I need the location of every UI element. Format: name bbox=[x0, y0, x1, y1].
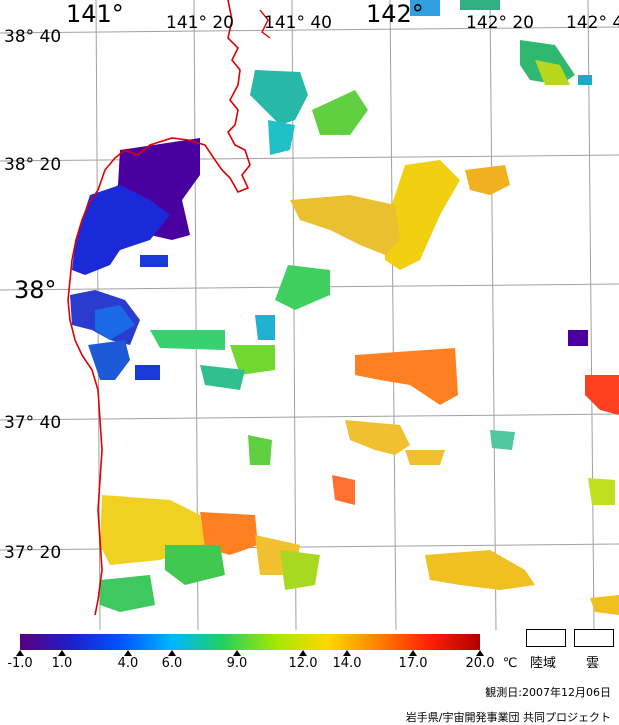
lat-line bbox=[0, 413, 619, 421]
lon-label: 142° 20 bbox=[466, 13, 534, 33]
colorbar-unit: ℃ bbox=[502, 656, 518, 671]
sst-patch-cold bbox=[88, 340, 130, 380]
sst-patches bbox=[70, 0, 619, 615]
credit-line: 岩手県/宇宙開発事業団 共同プロジェクト bbox=[405, 711, 611, 724]
sst-patch-cold bbox=[72, 185, 170, 275]
sst-patch-warm bbox=[290, 195, 400, 255]
sst-patch-mid bbox=[490, 430, 515, 450]
lat-line bbox=[0, 26, 619, 34]
sst-patch-warm bbox=[200, 512, 258, 555]
lat-label: 38° bbox=[14, 276, 57, 304]
land-legend-label: 陸域 bbox=[530, 656, 557, 671]
cloud-legend-swatch bbox=[574, 629, 614, 647]
sst-patch-warm bbox=[405, 450, 445, 465]
sst-patch-mid bbox=[165, 545, 225, 585]
sea-temperature-map: 141° 20 141° 141° 20 141° 40 142° 142° 2… bbox=[0, 0, 619, 630]
colorbar bbox=[16, 634, 484, 656]
sst-patch-cold bbox=[568, 330, 588, 346]
sst-patch-mid bbox=[268, 120, 295, 155]
lon-line bbox=[587, 0, 595, 630]
coastline bbox=[259, 9, 271, 39]
sst-patch-mid bbox=[588, 478, 615, 505]
observation-date: 観測日:2007年12月06日 bbox=[485, 686, 611, 699]
lon-label: 142° 40 bbox=[566, 13, 619, 33]
sst-patch-warm bbox=[465, 165, 510, 195]
sst-patch-cold bbox=[135, 365, 160, 380]
colorbar-tick-label: 12.0 bbox=[288, 656, 318, 671]
sst-patch-mid bbox=[150, 330, 225, 350]
lat-line bbox=[0, 543, 619, 551]
sst-patch-mid bbox=[275, 265, 330, 310]
sst-patch-cold bbox=[140, 255, 168, 267]
lon-line bbox=[489, 0, 497, 630]
sst-patch-mid bbox=[250, 70, 308, 125]
lon-label: 141° 20 bbox=[166, 13, 234, 33]
colorbar-tick-label: 1.0 bbox=[51, 656, 73, 671]
sst-patch-warm bbox=[345, 420, 410, 455]
colorbar-tick-label: 14.0 bbox=[332, 656, 362, 671]
colorbar-ticks bbox=[16, 650, 484, 656]
colorbar-tick-label: 6.0 bbox=[161, 656, 183, 671]
lon-label: 141° 40 bbox=[264, 13, 332, 33]
colorbar-tick-label: 4.0 bbox=[117, 656, 139, 671]
lon-label: 141° bbox=[66, 0, 124, 28]
sst-patch-mid bbox=[200, 365, 245, 390]
lon-line bbox=[389, 0, 397, 630]
sst-patch-warm bbox=[355, 348, 458, 405]
sst-patch-mid bbox=[578, 75, 592, 85]
sst-patch-mid bbox=[248, 435, 272, 465]
sst-patch-warm bbox=[590, 595, 619, 615]
sst-patch-mid bbox=[255, 315, 275, 340]
land-legend-swatch bbox=[526, 629, 566, 647]
sst-patch-warm bbox=[425, 550, 535, 590]
colorbar-tick-label: -1.0 bbox=[7, 656, 33, 671]
lat-label: 38° 40 bbox=[4, 27, 61, 47]
sst-patch-mid bbox=[535, 60, 570, 85]
lat-line bbox=[0, 154, 619, 162]
colorbar-tick-label: 20.0 bbox=[465, 656, 495, 671]
sst-patch-mid bbox=[100, 575, 155, 612]
lat-label: 37° 20 bbox=[4, 543, 61, 563]
sst-patch-cold bbox=[410, 0, 440, 16]
cloud-legend-label: 雲 bbox=[586, 656, 600, 671]
colorbar-tick-label: 9.0 bbox=[226, 656, 248, 671]
colorbar-ramp bbox=[20, 634, 480, 650]
lat-label: 38° 20 bbox=[4, 155, 61, 175]
sst-patch-mid bbox=[460, 0, 500, 10]
sst-patch-warm bbox=[332, 475, 355, 505]
coastline bbox=[67, 0, 251, 616]
sst-patch-warm bbox=[385, 160, 460, 270]
sst-patch-mid bbox=[280, 550, 320, 590]
sst-patch-mid bbox=[230, 345, 275, 375]
lon-label: 142° bbox=[366, 0, 424, 28]
sst-patch-mid bbox=[312, 90, 368, 135]
colorbar-tick-label: 17.0 bbox=[398, 656, 428, 671]
sst-patch-hot bbox=[585, 375, 619, 415]
lat-label: 37° 40 bbox=[4, 413, 61, 433]
sst-patch-cold bbox=[95, 305, 135, 340]
